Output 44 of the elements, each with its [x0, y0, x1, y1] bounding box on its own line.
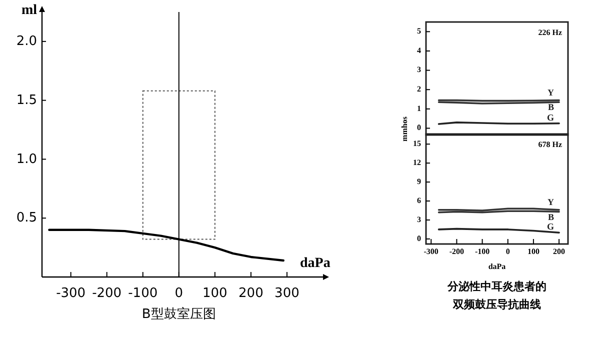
- y-axis-title: ml: [21, 3, 38, 18]
- x-tick-label: -200: [449, 247, 464, 256]
- y-tick-label: 4: [417, 46, 421, 55]
- series-label: G: [547, 222, 554, 232]
- y-tick-label: 1.5: [16, 92, 37, 108]
- y-axis-title: mmhos: [400, 116, 409, 142]
- series-label: G: [547, 112, 554, 122]
- x-axis-title: daPa: [488, 262, 506, 271]
- y-tick-label: 0.5: [16, 210, 37, 226]
- y-tick-label: 15: [413, 138, 421, 148]
- y-tick-label: 3: [417, 65, 421, 74]
- x-tick-label: 300: [274, 286, 300, 301]
- x-tick-label: -200: [92, 286, 122, 301]
- y-tick-label: 9: [417, 176, 421, 186]
- x-tick-label: -100: [128, 286, 158, 301]
- x-tick-label: 0: [506, 247, 510, 256]
- series-label: B: [548, 212, 554, 222]
- y-tick-label: 12: [413, 158, 421, 167]
- x-tick-label: -300: [56, 286, 86, 301]
- y-tick-label: 1: [417, 104, 421, 113]
- x-tick-label: 0: [174, 286, 184, 301]
- y-tick-label: 2.0: [16, 34, 37, 50]
- y-tick-label: 6: [417, 196, 421, 205]
- series-label: Y: [548, 196, 555, 207]
- y-tick-label: 2: [417, 84, 421, 94]
- text: B型鼓室压图: [142, 306, 216, 322]
- text: 双频鼓压导抗曲线: [452, 298, 541, 311]
- y-tick-label: 3: [417, 214, 421, 224]
- x-tick-label: 100: [527, 247, 540, 256]
- annotation: 678 Hz: [538, 140, 562, 149]
- annotation: 226 Hz: [538, 28, 562, 37]
- y-tick-label: 1.0: [16, 152, 37, 167]
- x-tick-label: -300: [424, 247, 438, 256]
- x-tick-label: 200: [553, 247, 566, 256]
- series-label: Y: [548, 87, 555, 98]
- y-tick-label: 0: [417, 234, 421, 243]
- series-label: B: [548, 102, 554, 112]
- y-tick-label: 5: [417, 26, 421, 36]
- text: 分泌性中耳炎患者的: [446, 280, 546, 293]
- x-tick-label: 100: [202, 286, 228, 301]
- x-axis-title: daPa: [300, 256, 330, 271]
- x-tick-label: -100: [474, 247, 490, 256]
- y-tick-label: 0: [417, 123, 421, 132]
- x-tick-label: 200: [238, 286, 264, 301]
